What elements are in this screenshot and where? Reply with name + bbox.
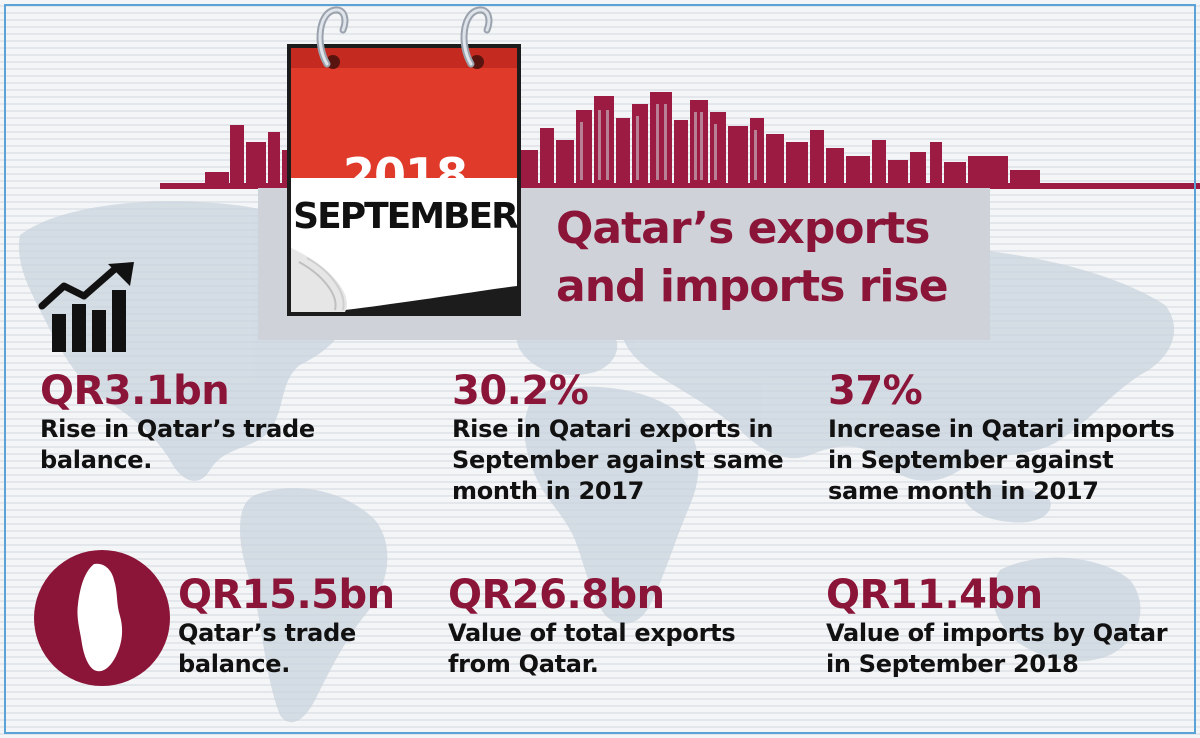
- stat-description: Rise in Qatari exports in September agai…: [452, 415, 784, 505]
- stat-description: Rise in Qatar’s trade balance.: [40, 415, 315, 474]
- stat-imports-value: QR11.4bn Value of imports by Qatar in Se…: [826, 572, 1192, 680]
- title-line-1: Qatar’s exports: [556, 203, 930, 254]
- stat-description: Value of imports by Qatar in September 2…: [826, 619, 1168, 678]
- stat-exports-rise: 30.2% Rise in Qatari exports in Septembe…: [452, 368, 792, 507]
- stat-trade-balance-rise: QR3.1bn Rise in Qatar’s trade balance.: [40, 368, 400, 476]
- stat-trade-balance: QR15.5bn Qatar’s trade balance.: [178, 572, 438, 680]
- calendar-month: SEPTEMBER: [293, 196, 519, 237]
- stat-value: QR3.1bn: [40, 368, 230, 414]
- stat-imports-increase: 37% Increase in Qatari imports in Septem…: [828, 368, 1194, 507]
- stat-description: Value of total exports from Qatar.: [448, 619, 736, 678]
- title-line-2: and imports rise: [556, 261, 949, 312]
- calendar-year: 2018: [342, 148, 468, 202]
- calendar: 2018 SEPTEMBER: [285, 6, 525, 320]
- page-title: Qatar’s exports and imports rise: [556, 200, 976, 316]
- stat-value: 37%: [828, 368, 923, 414]
- stat-description: Qatar’s trade balance.: [178, 619, 356, 678]
- stat-value: QR11.4bn: [826, 572, 1043, 618]
- stat-value: QR26.8bn: [448, 572, 665, 618]
- stat-total-exports: QR26.8bn Value of total exports from Qat…: [448, 572, 788, 680]
- calendar-icon: [287, 44, 521, 316]
- stat-description: Increase in Qatari imports in September …: [828, 415, 1175, 505]
- qatar-map-icon: [34, 550, 170, 686]
- calendar-rings: [316, 6, 493, 68]
- stat-value: QR15.5bn: [178, 572, 395, 618]
- bar-chart-growth-arrow-icon: [38, 262, 134, 352]
- stat-value: 30.2%: [452, 368, 589, 414]
